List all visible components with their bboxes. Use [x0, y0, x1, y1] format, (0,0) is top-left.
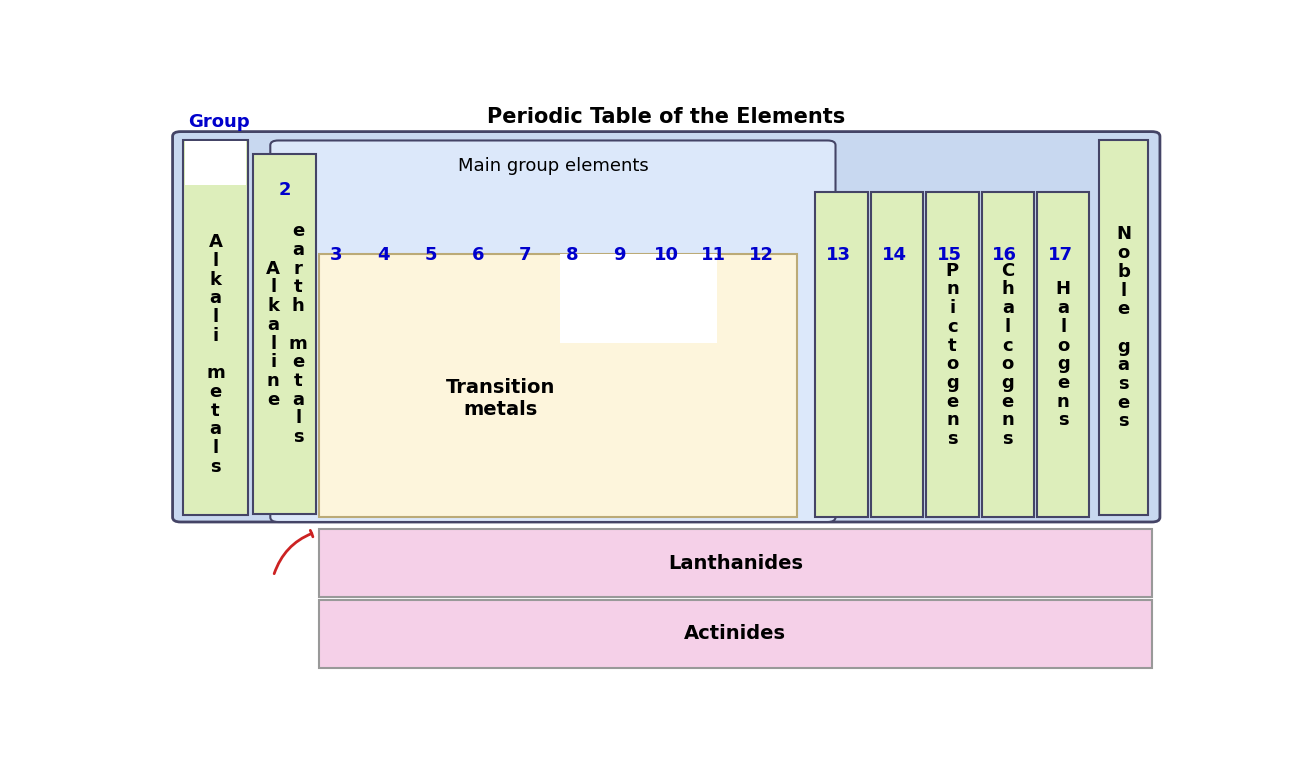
Bar — [926, 193, 979, 517]
Text: 16: 16 — [992, 245, 1018, 264]
Text: N
o
b
l
e
 
g
a
s
e
s: N o b l e g a s e s — [1117, 225, 1131, 430]
Text: 5: 5 — [424, 245, 437, 264]
FancyBboxPatch shape — [173, 132, 1160, 522]
Text: 2: 2 — [278, 181, 291, 199]
Bar — [185, 141, 246, 186]
Text: 18: 18 — [1126, 140, 1150, 157]
Text: 4: 4 — [377, 245, 390, 264]
Bar — [318, 255, 797, 517]
Bar — [815, 193, 868, 517]
Text: A
l
k
a
l
i
n
e: A l k a l i n e — [266, 260, 280, 409]
FancyBboxPatch shape — [270, 140, 836, 522]
Bar — [318, 600, 1152, 668]
Text: H
a
l
o
g
e
n
s: H a l o g e n s — [1056, 281, 1071, 430]
Text: 10: 10 — [654, 245, 679, 264]
Text: 14: 14 — [881, 245, 906, 264]
Text: Lanthanides: Lanthanides — [668, 554, 803, 572]
Bar — [318, 529, 1152, 597]
Text: 7: 7 — [519, 245, 532, 264]
Bar — [254, 154, 316, 515]
Text: 8: 8 — [567, 245, 578, 264]
Text: Transition
metals: Transition metals — [446, 378, 555, 420]
Bar — [560, 255, 716, 343]
Text: Main group elements: Main group elements — [458, 157, 649, 175]
Text: 17: 17 — [1048, 245, 1072, 264]
Bar — [982, 193, 1034, 517]
Text: 15: 15 — [937, 245, 962, 264]
Text: 6: 6 — [472, 245, 484, 264]
Text: e
a
r
t
h
 
m
e
t
a
l
s: e a r t h m e t a l s — [289, 222, 308, 446]
Text: 11: 11 — [701, 245, 727, 264]
Text: A
l
k
a
l
i
 
m
e
t
a
l
s: A l k a l i m e t a l s — [205, 233, 225, 476]
Bar — [1037, 193, 1089, 517]
Text: 12: 12 — [749, 245, 774, 264]
Bar — [871, 193, 923, 517]
Bar — [1100, 140, 1148, 515]
Text: Actinides: Actinides — [684, 624, 786, 644]
Text: 1: 1 — [192, 140, 205, 157]
Text: C
h
a
l
c
o
g
e
n
s: C h a l c o g e n s — [1001, 262, 1014, 448]
Text: Group: Group — [187, 113, 250, 130]
Bar — [182, 140, 248, 515]
Text: 9: 9 — [612, 245, 625, 264]
Text: Periodic Table of the Elements: Periodic Table of the Elements — [488, 107, 845, 127]
Text: P
n
i
c
t
o
g
e
n
s: P n i c t o g e n s — [946, 262, 959, 448]
Text: 13: 13 — [826, 245, 852, 264]
Text: 3: 3 — [329, 245, 342, 264]
